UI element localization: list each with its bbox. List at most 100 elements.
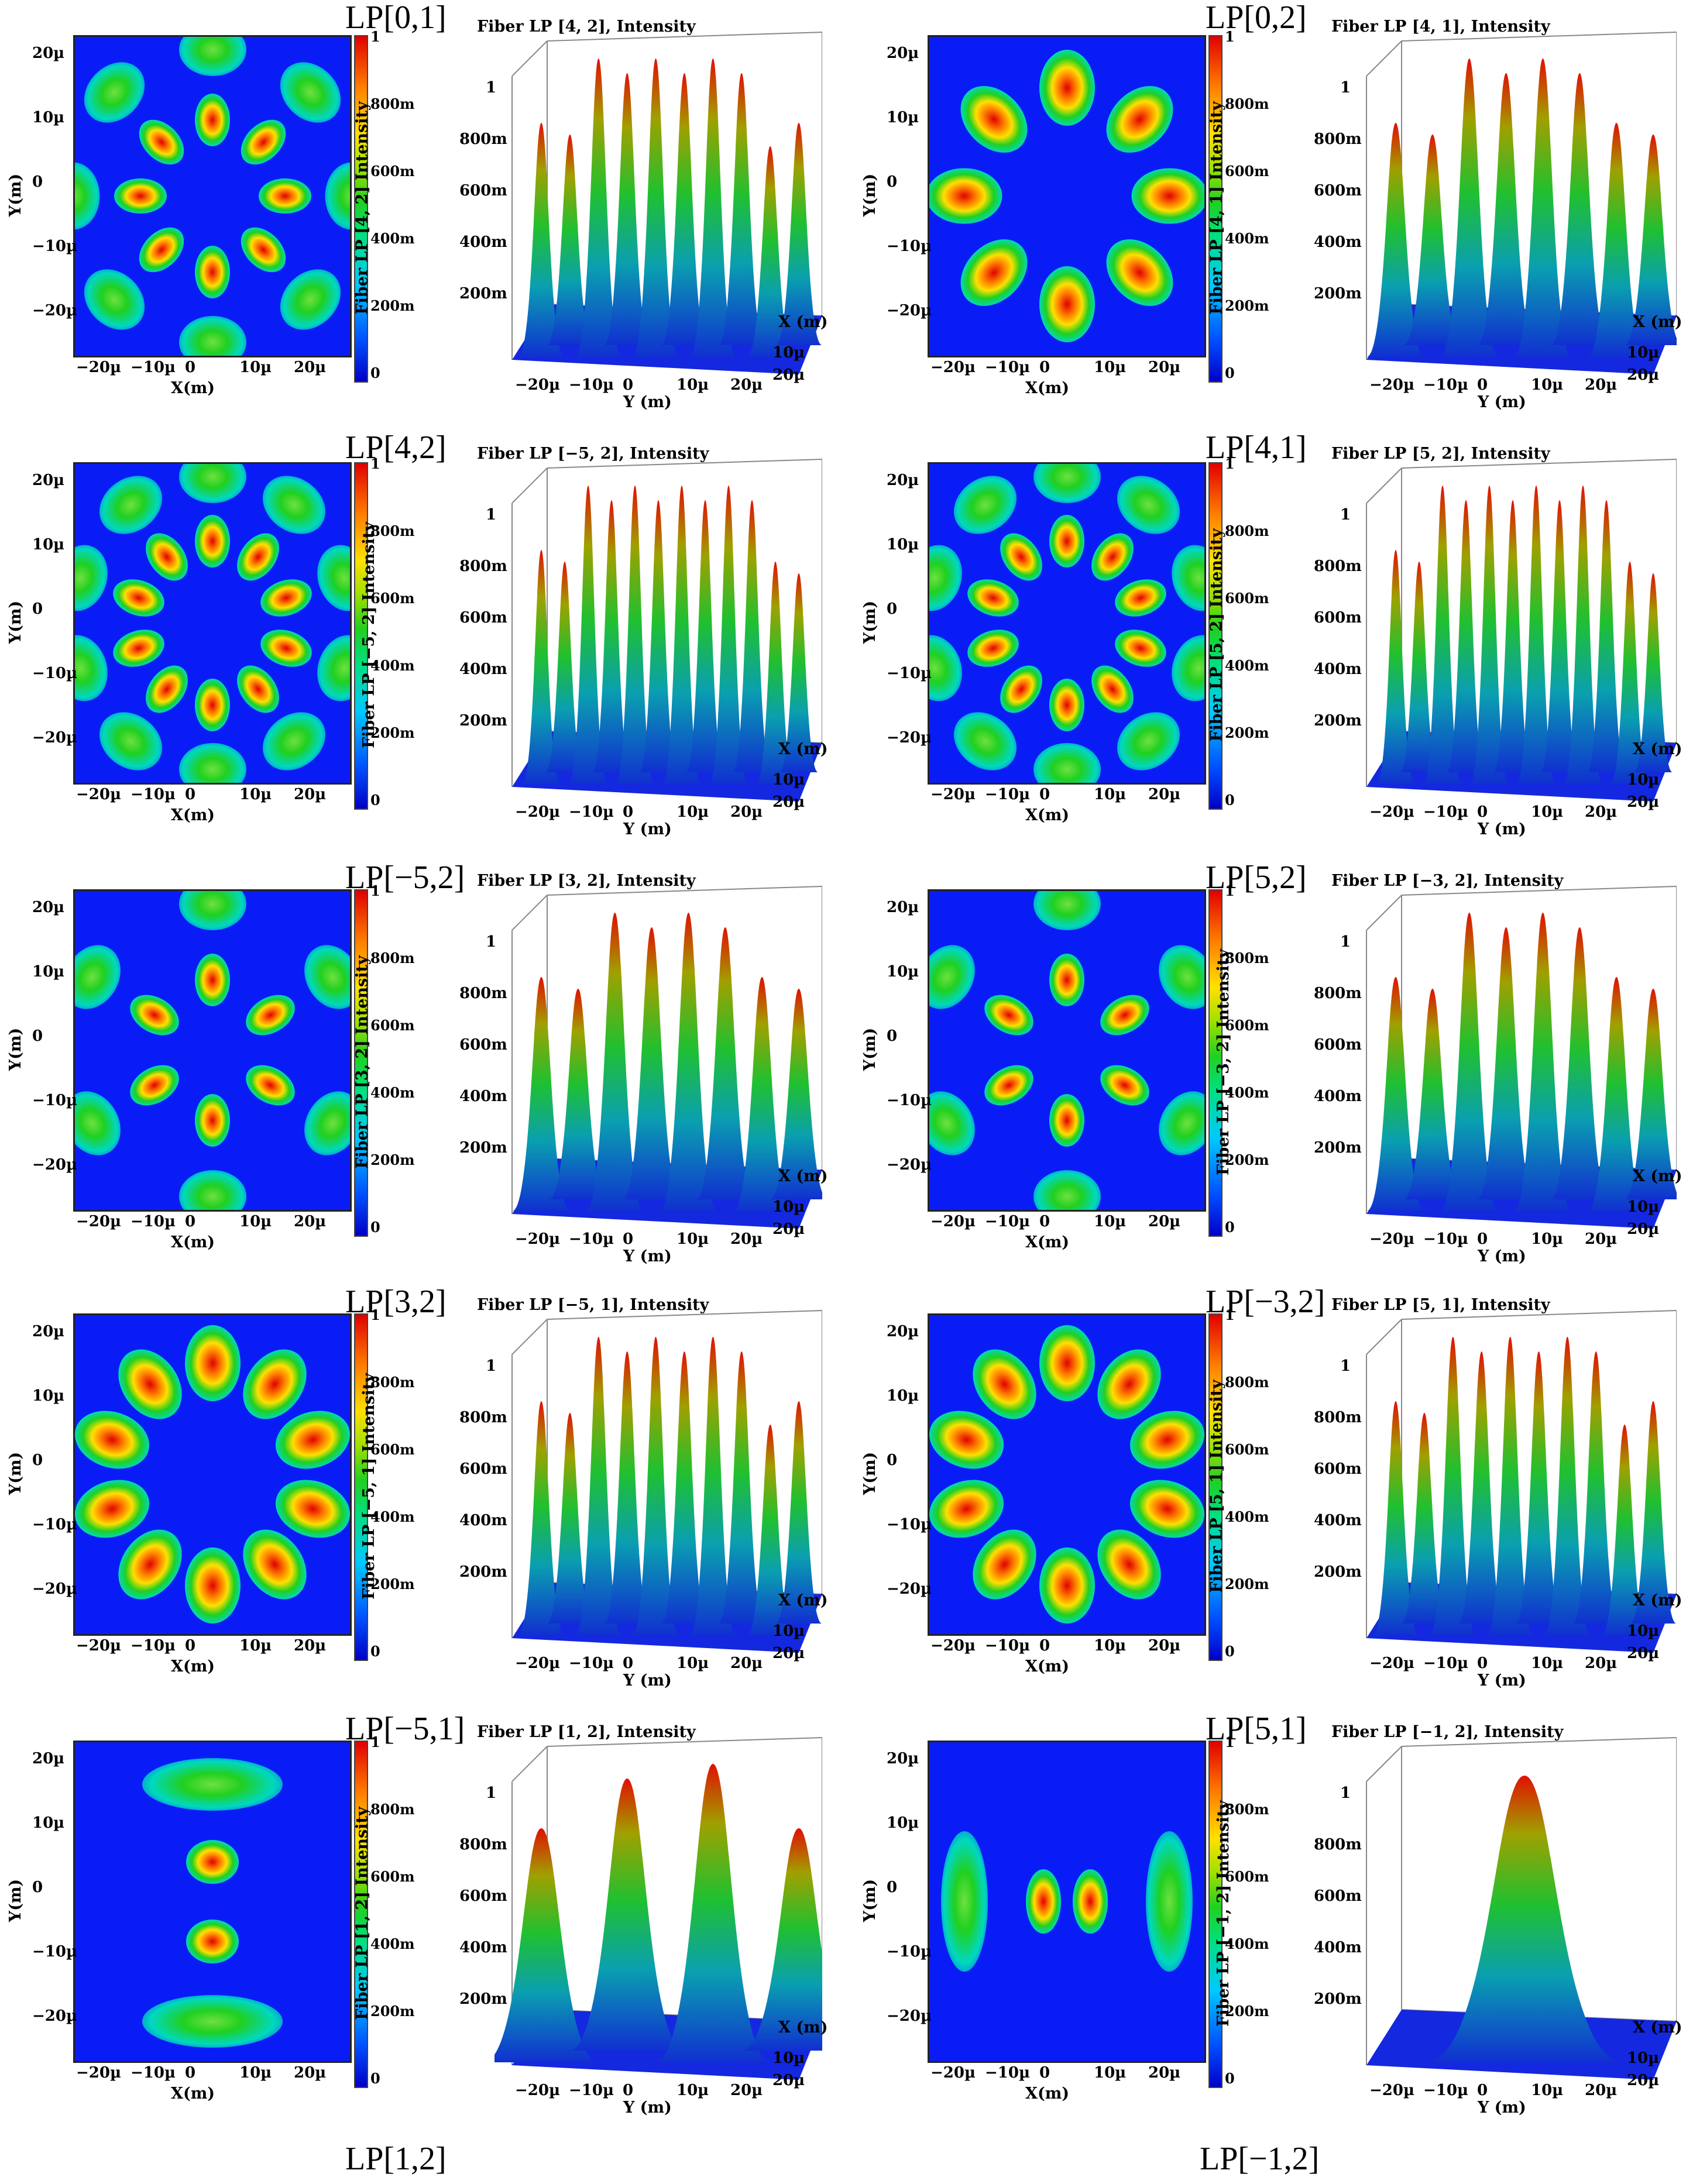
surface-peak [696, 927, 754, 1199]
intensity-lobe [195, 679, 230, 731]
surface-peak [1376, 550, 1415, 784]
intensity-lobe [142, 1995, 283, 2048]
colorbar-tick: 0 [1225, 364, 1235, 381]
intensity-lobe [1083, 658, 1142, 721]
surface-x-tick: 20µ [772, 2072, 805, 2089]
map-y-tick: −10µ [887, 1092, 932, 1109]
surface-frame-line [547, 886, 822, 896]
surface-y-tick: 0 [623, 1655, 634, 1672]
colorbar-tick: 0 [1225, 792, 1235, 809]
intensity-lobe [1093, 986, 1156, 1044]
surface-y-tick: −20µ [515, 1230, 560, 1248]
map-y-label: Y(m) [6, 173, 25, 217]
surface-y-tick: 20µ [730, 2082, 763, 2099]
surface-peak [1624, 135, 1677, 345]
map-y-tick: 0 [32, 1452, 43, 1469]
colorbar [1208, 889, 1223, 1237]
mode-panel: 20µ 10µ 0 −10µ −20µ −20µ −10µ 0 10µ 20µ X(m) Y(m) 1 8… [0, 445, 843, 889]
map-y-tick: 20µ [887, 899, 919, 916]
map-y-tick: 0 [32, 173, 43, 191]
surface-x-tick: 10µ [1627, 771, 1660, 789]
intensity-lobe [1033, 743, 1101, 783]
surface-z-tick: 400m [459, 1088, 507, 1105]
surface-peak [718, 1351, 765, 1624]
map-y-tick: 0 [887, 600, 898, 618]
map-y-tick: 0 [887, 173, 898, 191]
map-x-tick: 10µ [239, 2064, 272, 2082]
surface-z-tick: 600m [459, 182, 507, 200]
intensity-lobe [1163, 628, 1204, 708]
surface-x-tick: 10µ [1627, 1198, 1660, 1216]
surface-frame-line [511, 1319, 548, 1355]
surface-y-tick: 20µ [730, 1655, 763, 1672]
surface-y-tick: 20µ [730, 1230, 763, 1248]
surface-peak [1601, 1425, 1648, 1635]
map-y-tick: −10µ [32, 1092, 77, 1109]
map-y-tick: 10µ [887, 1387, 919, 1405]
surface-peak [545, 562, 584, 772]
map-x-tick: 20µ [1148, 1637, 1181, 1655]
surface-peak [1544, 1337, 1591, 1635]
colorbar-tick: 600m [1225, 163, 1269, 180]
surface-z-tick: 400m [1314, 233, 1362, 251]
intensity-lobe [1083, 525, 1142, 589]
surface-peak [1458, 1351, 1505, 1624]
surface-z-tick: 600m [1314, 1460, 1362, 1478]
map-x-tick: −20µ [76, 1213, 121, 1230]
surface-peak [1517, 486, 1555, 784]
map-x-tick: 10µ [239, 786, 272, 803]
colorbar-tick: 400m [1225, 230, 1269, 247]
mode-panel: 20µ 10µ 0 −10µ −20µ −20µ −10µ 0 10µ 20µ X(m) Y(m) 1 8… [0, 1296, 843, 1741]
map-x-tick: 0 [185, 1637, 196, 1655]
surface-peak [770, 989, 822, 1199]
surface-y-tick: −10µ [569, 1230, 614, 1248]
colorbar-tick: 200m [1225, 1576, 1269, 1593]
intensity-lobe [991, 658, 1051, 721]
surface-z-tick: 800m [459, 1836, 507, 1853]
map-x-tick: −10µ [985, 786, 1030, 803]
surface-title: Fiber LP [−3, 2], Intensity [1331, 872, 1564, 890]
surface-peak [661, 1351, 708, 1624]
surface-peak [1630, 1401, 1677, 1624]
surface-z-tick: 800m [1314, 1836, 1362, 1853]
surface-peak [775, 123, 822, 345]
surface-z-tick: 600m [459, 1887, 507, 1905]
colorbar-label: Fiber LP [−3, 2] Intensity [1214, 949, 1232, 1175]
surface-z-tick: 200m [1314, 1990, 1362, 2008]
intensity-lobe [232, 218, 295, 281]
map-x-tick: 0 [1039, 786, 1050, 803]
surface-z-tick: 400m [459, 1939, 507, 1956]
surface-z-tick: 1 [486, 79, 497, 97]
surface-z-tick: 1 [486, 933, 497, 951]
map-y-tick: −20µ [32, 1156, 77, 1174]
intensity-lobe [1039, 1325, 1095, 1401]
colorbar-tick: 200m [1225, 2003, 1269, 2020]
colorbar-label: Fiber LP [1, 2] Intensity [353, 1807, 372, 2020]
colorbar-tick: 600m [370, 1441, 415, 1458]
surface-y-label: Y (m) [1478, 393, 1526, 411]
colorbar-tick: 200m [370, 2003, 415, 2020]
surface-x-tick: 10µ [772, 1198, 805, 1216]
colorbar-tick: 200m [370, 297, 415, 314]
surface-x-tick: 10µ [772, 1622, 805, 1640]
map-y-tick: 20µ [32, 1750, 65, 1767]
colorbar [354, 889, 368, 1237]
surface-y-tick: −10µ [1423, 1230, 1468, 1248]
surface-x-label: X (m) [1633, 1167, 1682, 1185]
map-y-tick: −10µ [32, 1516, 77, 1533]
surface-y-tick: 10µ [1531, 1655, 1564, 1672]
colorbar-tick: 400m [1225, 1935, 1269, 1952]
surface-peak [689, 59, 736, 357]
intensity-lobe [195, 954, 230, 1006]
colorbar-tick: 1 [370, 455, 380, 472]
surface-peak [659, 913, 717, 1211]
colorbar-tick: 800m [1225, 1374, 1269, 1391]
surface-y-tick: −20µ [1369, 2082, 1414, 2099]
surface-peak [632, 59, 679, 357]
map-x-label: X(m) [171, 1233, 215, 1251]
surface-y-label: Y (m) [1478, 2099, 1526, 2117]
surface-z-tick: 800m [459, 1409, 507, 1426]
surface-y-tick: 10µ [1531, 2082, 1564, 2099]
surface-frame-line [547, 32, 822, 42]
map-x-tick: −20µ [930, 786, 976, 803]
